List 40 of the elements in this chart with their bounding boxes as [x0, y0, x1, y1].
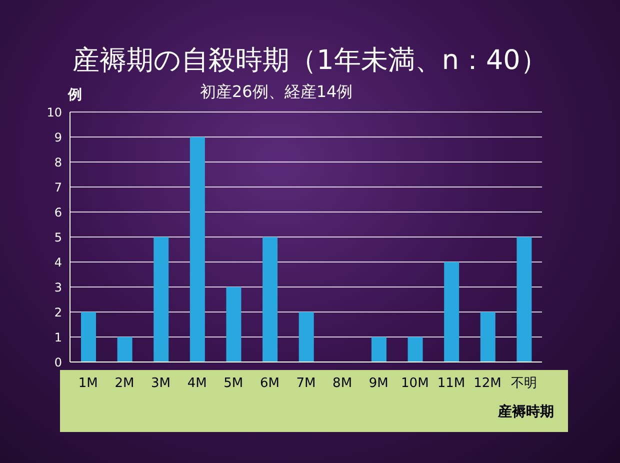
x-tick-label: 5M [224, 376, 244, 392]
x-tick-label: 11M [437, 376, 466, 392]
x-axis-title: 産褥時期 [498, 403, 554, 421]
y-tick-label: 3 [54, 280, 62, 294]
y-tick-label: 5 [54, 230, 62, 244]
x-tick-label: 2M [114, 376, 134, 392]
y-tick-label: 4 [54, 255, 62, 270]
y-tick-label: 9 [54, 130, 62, 144]
x-tick-label: 7M [296, 376, 316, 392]
bar [262, 237, 278, 362]
bar [298, 312, 314, 362]
y-tick-label: 2 [54, 305, 62, 320]
y-tick-label: 0 [54, 355, 62, 370]
y-tick-label: 7 [54, 180, 62, 194]
x-tick-label: 9M [368, 376, 388, 392]
bar [480, 312, 496, 362]
y-axis-title: 例 [68, 86, 82, 104]
bar [516, 237, 532, 362]
bar [444, 262, 460, 362]
x-tick-label: 不明 [510, 376, 537, 392]
bar [117, 337, 132, 362]
bar [81, 312, 96, 362]
x-tick-label: 3M [151, 376, 171, 392]
chart-subtitle: 初産26例、経産14例 [200, 82, 353, 103]
bar [190, 137, 205, 362]
x-tick-label: 4M [187, 376, 207, 392]
x-tick-label: 10M [401, 376, 429, 392]
x-tick-label: 12M [474, 376, 502, 392]
bar [408, 337, 423, 362]
y-tick-label: 8 [54, 155, 62, 170]
y-tick-label: 6 [54, 205, 62, 220]
bar [371, 337, 386, 362]
y-tick-label: 1 [54, 330, 62, 344]
x-tick-label: 6M [260, 376, 280, 392]
bar [154, 237, 169, 362]
x-tick-label: 8M [332, 376, 352, 392]
chart-title: 産褥期の自殺時期（1年未満、n：40） [72, 44, 548, 78]
bar [226, 287, 242, 362]
x-tick-label: 1M [78, 376, 98, 392]
y-tick-label: 10 [46, 105, 62, 120]
